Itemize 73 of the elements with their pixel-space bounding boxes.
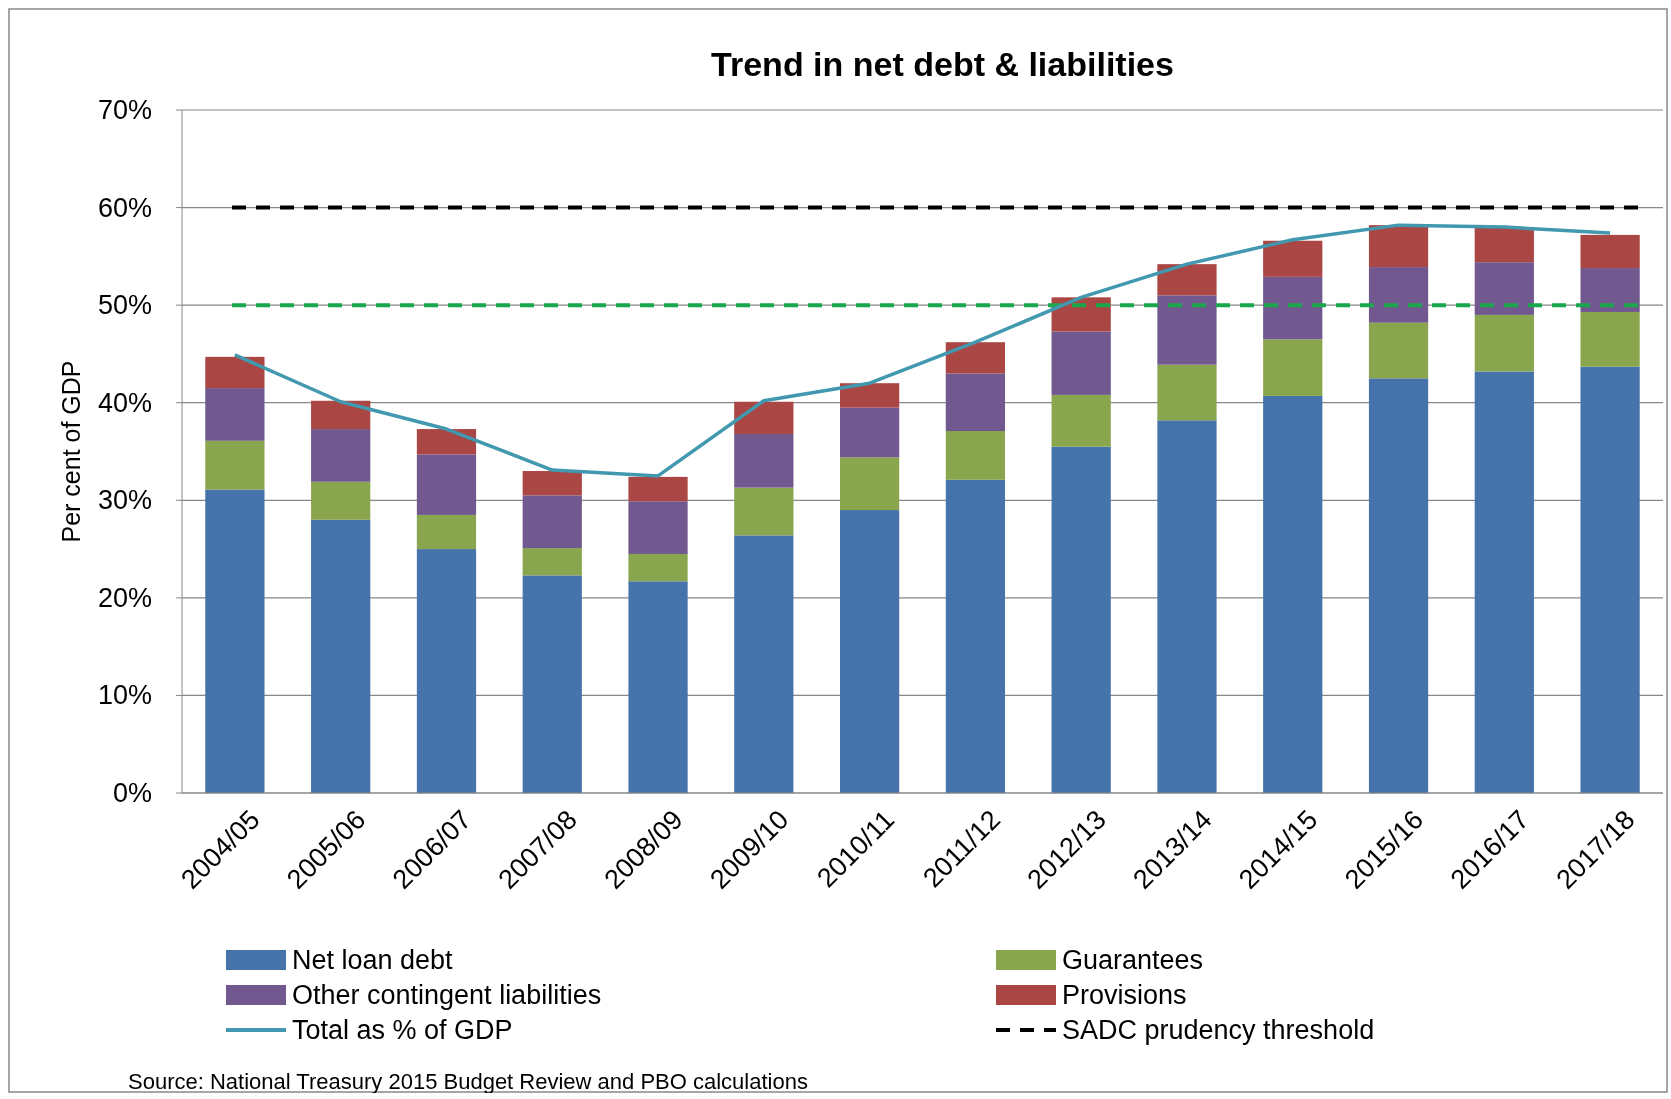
legend-label: SADC prudency threshold — [1062, 1015, 1375, 1045]
legend-label: Net loan debt — [292, 945, 454, 975]
bar — [1368, 378, 1429, 793]
bar — [416, 429, 477, 455]
y-tick-label: 60% — [97, 192, 152, 223]
bar — [1580, 268, 1640, 312]
bar — [839, 510, 900, 793]
bar — [1051, 394, 1111, 447]
bar — [522, 575, 582, 793]
bar — [945, 342, 1006, 374]
bar — [734, 535, 794, 793]
bar — [1051, 446, 1111, 793]
bar — [839, 383, 900, 408]
legend-label: Total as % of GDP — [292, 1015, 513, 1045]
legend-label: Provisions — [1062, 980, 1187, 1010]
bar — [628, 553, 688, 582]
bar — [1157, 295, 1217, 365]
bar — [734, 433, 794, 488]
bar — [311, 400, 371, 430]
bar — [945, 431, 1006, 480]
bar — [839, 457, 900, 511]
y-tick-label: 40% — [97, 387, 152, 418]
bar — [628, 476, 688, 502]
bar — [522, 548, 582, 576]
bar — [311, 429, 371, 482]
bar — [1580, 366, 1640, 793]
source-note: Source: National Treasury 2015 Budget Review and PBO calculations — [128, 1068, 808, 1094]
chart-title: Trend in net debt & liabilities — [711, 45, 1174, 83]
bar — [522, 471, 582, 496]
bar — [1368, 322, 1429, 379]
bar — [628, 501, 688, 554]
bar — [205, 489, 265, 793]
bar — [416, 514, 477, 550]
bar — [1263, 240, 1323, 277]
bar — [1474, 262, 1534, 315]
y-tick-label: 70% — [97, 95, 152, 125]
bar — [205, 440, 265, 490]
bar — [416, 454, 477, 515]
bar — [1368, 225, 1429, 268]
bar — [1368, 267, 1429, 323]
bar — [1157, 264, 1217, 296]
bar — [311, 519, 371, 793]
line-series — [233, 223, 1612, 478]
bar — [1263, 339, 1323, 396]
legend-label: Guarantees — [1062, 945, 1204, 975]
bar — [205, 356, 265, 389]
bar — [1157, 420, 1217, 793]
bar — [416, 549, 477, 793]
bar — [1580, 311, 1640, 367]
legend-label: Other contingent liabilities — [292, 980, 602, 1010]
bar — [311, 481, 371, 520]
bar — [1474, 371, 1534, 793]
bar — [522, 495, 582, 549]
bar — [1580, 234, 1640, 269]
y-tick-label: 50% — [97, 290, 152, 321]
bar — [734, 487, 794, 536]
y-tick-label: 0% — [112, 778, 152, 808]
bar — [628, 581, 688, 793]
bar — [945, 373, 1006, 432]
bar — [945, 479, 1006, 793]
y-tick-label: 20% — [97, 582, 152, 613]
y-tick-label: 30% — [97, 485, 152, 516]
y-tick-label: 10% — [97, 680, 152, 711]
bar — [839, 407, 900, 458]
bar — [1051, 331, 1111, 395]
bar — [1157, 364, 1217, 421]
bar — [1263, 395, 1323, 793]
bar — [205, 388, 265, 441]
bar — [1263, 276, 1323, 340]
bar — [1474, 227, 1534, 263]
bar — [1474, 314, 1534, 372]
y-axis-title: Per cent of GDP — [57, 360, 85, 543]
bar — [734, 401, 794, 434]
